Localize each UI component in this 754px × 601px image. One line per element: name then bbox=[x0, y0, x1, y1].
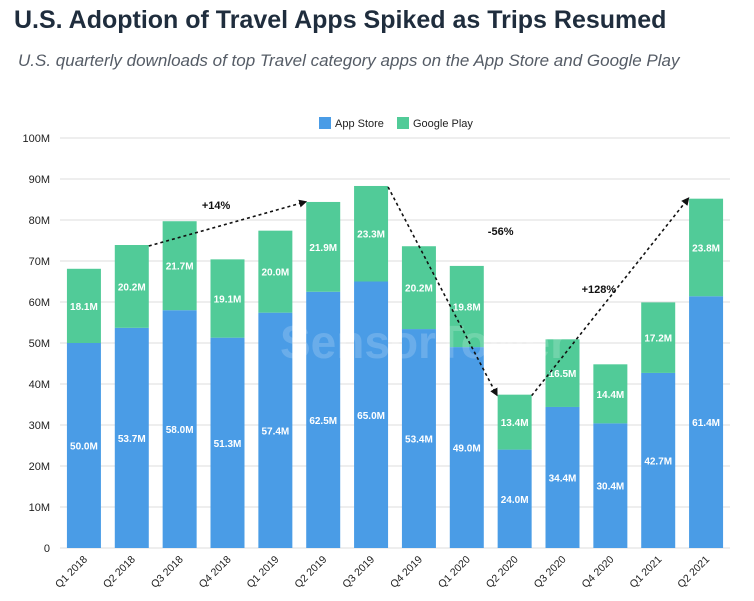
y-tick-label: 80M bbox=[29, 215, 50, 227]
data-label-google-play: 17.2M bbox=[644, 334, 672, 345]
x-tick-label: Q3 2018 bbox=[149, 554, 186, 591]
data-label-app-store: 53.7M bbox=[118, 434, 146, 445]
legend-label-app-store: App Store bbox=[335, 118, 384, 130]
bar-google-play bbox=[306, 201, 341, 292]
x-tick-label: Q3 2020 bbox=[532, 554, 569, 591]
chart-subtitle: U.S. quarterly downloads of top Travel c… bbox=[18, 51, 680, 70]
bar-app-store bbox=[497, 449, 532, 548]
x-tick-label: Q3 2019 bbox=[340, 554, 377, 591]
y-tick-label: 30M bbox=[29, 420, 50, 432]
data-label-app-store: 34.4M bbox=[549, 473, 577, 484]
data-label-app-store: 49.0M bbox=[453, 444, 481, 455]
data-label-app-store: 61.4M bbox=[692, 418, 720, 429]
x-tick-label: Q1 2021 bbox=[627, 554, 664, 591]
bar-google-play bbox=[449, 265, 484, 348]
bar-google-play bbox=[354, 185, 389, 282]
bar-google-play bbox=[401, 246, 436, 330]
annotation-label: -56% bbox=[488, 226, 514, 238]
data-label-app-store: 30.4M bbox=[596, 482, 624, 493]
y-tick-label: 20M bbox=[29, 461, 50, 473]
bar-app-store bbox=[689, 296, 724, 548]
y-tick-label: 40M bbox=[29, 379, 50, 391]
annotations: +14% -56% +128% bbox=[148, 186, 690, 397]
y-tick-label: 100M bbox=[22, 133, 50, 145]
bar-app-store bbox=[593, 423, 628, 548]
bar-google-play bbox=[689, 198, 724, 297]
bar-google-play bbox=[545, 339, 580, 407]
bar-google-play bbox=[210, 259, 245, 338]
bars bbox=[66, 185, 724, 548]
bar-app-store bbox=[162, 310, 197, 548]
y-tick-label: 90M bbox=[29, 174, 50, 186]
bar-app-store bbox=[66, 343, 101, 548]
x-tick-label: Q2 2019 bbox=[292, 554, 329, 591]
bar-app-store bbox=[401, 329, 436, 548]
bar-app-store bbox=[354, 281, 389, 548]
chart-title: U.S. Adoption of Travel Apps Spiked as T… bbox=[14, 6, 667, 34]
bar-google-play bbox=[66, 268, 101, 343]
data-label-google-play: 14.4M bbox=[596, 390, 624, 401]
data-label-app-store: 65.0M bbox=[357, 411, 385, 422]
data-label-google-play: 18.1M bbox=[70, 302, 98, 313]
bar-app-store bbox=[210, 337, 245, 548]
bar-google-play bbox=[641, 302, 676, 373]
bar-google-play bbox=[162, 221, 197, 311]
data-label-google-play: 16.5M bbox=[549, 369, 577, 380]
data-label-google-play: 13.4M bbox=[501, 418, 529, 429]
data-label-app-store: 51.3M bbox=[214, 439, 242, 450]
data-label-app-store: 62.5M bbox=[309, 416, 337, 427]
y-tick-label: 0 bbox=[44, 543, 50, 555]
x-tick-label: Q2 2018 bbox=[101, 554, 138, 591]
data-label-app-store: 58.0M bbox=[166, 425, 194, 436]
y-tick-label: 70M bbox=[29, 256, 50, 268]
data-label-app-store: 57.4M bbox=[261, 426, 289, 437]
data-label-app-store: 53.4M bbox=[405, 435, 433, 446]
legend-swatch-app-store bbox=[319, 117, 331, 129]
data-label-google-play: 21.7M bbox=[166, 262, 194, 273]
data-label-google-play: 19.8M bbox=[453, 303, 481, 314]
annotation-label: +128% bbox=[582, 284, 617, 296]
x-tick-label: Q4 2018 bbox=[197, 554, 234, 591]
x-tick-label: Q2 2021 bbox=[675, 554, 712, 591]
bar-app-store bbox=[306, 291, 341, 548]
x-tick-label: Q1 2018 bbox=[53, 554, 90, 591]
annotation-label: +14% bbox=[202, 200, 231, 212]
bar-google-play bbox=[114, 245, 149, 328]
data-label-app-store: 42.7M bbox=[644, 456, 672, 467]
x-axis: Q1 2018 Q2 2018 Q3 2018 Q4 2018 Q1 2019 Q2 20… bbox=[53, 554, 712, 591]
data-label-google-play: 21.9M bbox=[309, 243, 337, 254]
bar-google-play bbox=[593, 364, 628, 424]
legend-swatch-google-play bbox=[397, 117, 409, 129]
data-label-google-play: 23.8M bbox=[692, 243, 720, 254]
data-label-google-play: 19.1M bbox=[214, 295, 242, 306]
data-label-google-play: 20.0M bbox=[261, 268, 289, 279]
y-tick-label: 10M bbox=[29, 502, 50, 514]
data-label-google-play: 20.2M bbox=[118, 282, 146, 293]
legend: App Store Google Play bbox=[319, 117, 473, 130]
x-tick-label: Q4 2020 bbox=[579, 554, 616, 591]
y-tick-label: 60M bbox=[29, 297, 50, 309]
x-tick-label: Q1 2019 bbox=[244, 554, 281, 591]
legend-label-google-play: Google Play bbox=[413, 118, 473, 130]
bar-google-play bbox=[497, 394, 532, 450]
bar-app-store bbox=[114, 327, 149, 548]
data-label-google-play: 20.2M bbox=[405, 284, 433, 295]
x-tick-label: Q2 2020 bbox=[484, 554, 521, 591]
watermark-text: SensorTower bbox=[280, 316, 568, 368]
bar-labels: 50.0M 18.1M 53.7M 20.2M 58.0M 21.7M 51.3M 19.1M… bbox=[70, 230, 720, 506]
data-label-app-store: 24.0M bbox=[501, 495, 529, 506]
y-tick-label: 50M bbox=[29, 338, 50, 350]
bar-app-store bbox=[258, 312, 293, 548]
x-tick-label: Q1 2020 bbox=[436, 554, 473, 591]
bar-app-store bbox=[641, 372, 676, 548]
bar-app-store bbox=[545, 406, 580, 548]
data-label-google-play: 23.3M bbox=[357, 230, 385, 241]
bar-app-store bbox=[449, 347, 484, 548]
bar-google-play bbox=[258, 230, 293, 313]
data-label-app-store: 50.0M bbox=[70, 442, 98, 453]
y-axis: 0 10M 20M 30M 40M 50M 60M 70M 80M 90M 100M bbox=[22, 133, 50, 555]
x-tick-label: Q4 2019 bbox=[388, 554, 425, 591]
